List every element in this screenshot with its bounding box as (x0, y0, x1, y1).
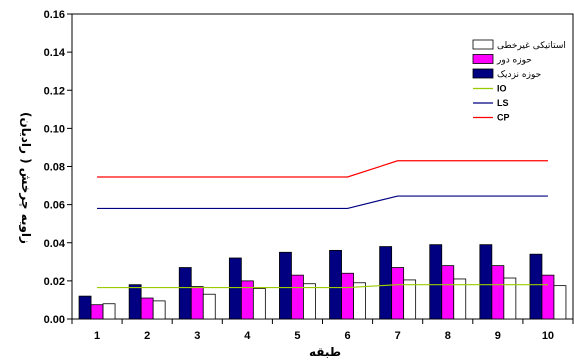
legend-label: IO (497, 84, 507, 94)
x-tick-label: 3 (194, 330, 200, 342)
bar (541, 274, 555, 320)
x-tick-label: 10 (542, 330, 554, 342)
bar (190, 286, 204, 320)
bar (240, 280, 254, 320)
bar (429, 244, 443, 320)
x-tick-label: 5 (294, 330, 300, 342)
legend-label: حوزه دور (496, 56, 532, 66)
y-tick-label: 0.06 (44, 200, 65, 212)
bar (553, 285, 567, 320)
legend-box (467, 35, 565, 130)
legend-label: CP (497, 113, 510, 123)
y-axis-ticks: 0.00 0.02 0.04 0.06 0.08 0.10 0.12 0.14 0.16 (44, 9, 72, 326)
bar (78, 295, 92, 320)
y-tick-label: 0.12 (44, 85, 65, 97)
bar (152, 300, 166, 320)
bar (279, 251, 292, 320)
legend-swatch (472, 39, 494, 50)
series-line (97, 284, 548, 289)
bar (403, 279, 417, 320)
x-tick-label: 4 (244, 330, 251, 342)
legend-label: استاتیکی غیرخطی (497, 41, 566, 51)
y-tick-label: 0.14 (44, 47, 66, 59)
line-series-group (97, 160, 548, 289)
bar (202, 293, 216, 320)
bar (453, 278, 467, 320)
bar (252, 288, 266, 320)
bar (479, 244, 493, 320)
bar (491, 265, 505, 320)
bar (140, 297, 154, 320)
legend: استاتیکی غیرخطی حوزه دور حوزه نزدیک IO LS CP (467, 35, 566, 130)
bar (128, 284, 142, 320)
bar (291, 274, 304, 320)
bar (341, 272, 354, 320)
series-line (97, 160, 548, 178)
y-tick-label: 0.10 (44, 123, 65, 135)
y-tick-label: 0.04 (44, 238, 66, 250)
x-axis-title: طبقه (309, 345, 341, 359)
x-tick-label: 9 (495, 330, 501, 342)
bar (90, 304, 104, 320)
bar (529, 253, 543, 320)
bar (353, 282, 366, 320)
bar-series-group (78, 244, 567, 320)
x-tick-label: 2 (144, 330, 150, 342)
x-axis-ticks: 1 2 3 4 5 6 7 8 9 10 (71, 319, 574, 342)
legend-swatch (472, 68, 494, 79)
x-tick-label: 7 (395, 330, 401, 342)
y-tick-label: 0.08 (44, 162, 65, 174)
bar (441, 265, 455, 320)
series-line (97, 195, 548, 210)
x-tick-label: 8 (445, 330, 451, 342)
x-tick-label: 6 (344, 330, 350, 342)
y-axis-title: زاویه چرخش ( رادیان) (18, 112, 33, 244)
bar (178, 267, 192, 320)
bar (391, 267, 405, 320)
bar (228, 257, 242, 320)
y-tick-label: 0.02 (44, 276, 65, 288)
bar (329, 249, 342, 320)
legend-swatch (472, 54, 494, 64)
y-tick-label: 0.00 (44, 314, 65, 326)
y-tick-label: 0.16 (44, 9, 65, 21)
bar (102, 303, 116, 320)
bar (379, 246, 393, 320)
legend-label: LS (497, 98, 509, 108)
legend-label: حوزه نزدیک (497, 70, 541, 80)
x-tick-label: 1 (94, 330, 100, 342)
bar (303, 283, 316, 320)
bar (503, 277, 517, 320)
